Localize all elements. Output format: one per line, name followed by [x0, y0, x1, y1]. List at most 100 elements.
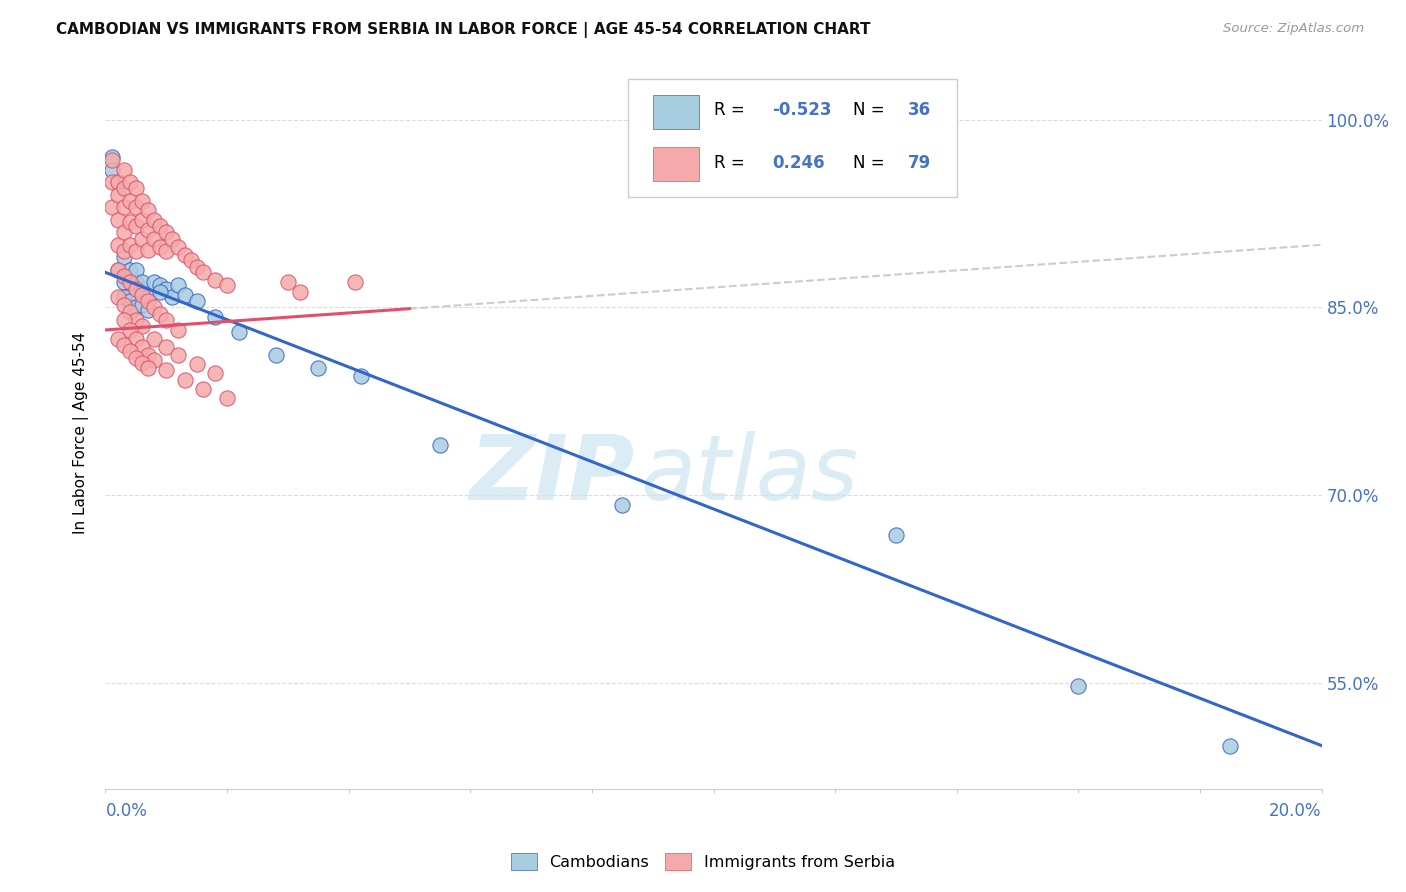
Point [100, 175, 122, 189]
Point [155, 244, 177, 258]
Point [264, 348, 287, 362]
Point [884, 528, 907, 542]
Point [112, 338, 135, 352]
Point [131, 212, 153, 227]
Point [162, 231, 184, 245]
Point [217, 277, 239, 292]
Point [107, 237, 129, 252]
Point [107, 263, 129, 277]
Point [125, 263, 148, 277]
Point [149, 219, 172, 233]
Point [131, 276, 153, 290]
Point [143, 353, 166, 368]
Point [100, 162, 122, 177]
Point [118, 344, 141, 359]
Point [167, 323, 190, 337]
Text: 36: 36 [908, 101, 931, 119]
Point [131, 288, 153, 302]
Point [149, 277, 172, 292]
Text: N =: N = [853, 154, 890, 172]
Point [112, 225, 135, 239]
Point [173, 373, 195, 387]
Point [112, 269, 135, 284]
Text: R =: R = [713, 154, 755, 172]
Text: CAMBODIAN VS IMMIGRANTS FROM SERBIA IN LABOR FORCE | AGE 45-54 CORRELATION CHART: CAMBODIAN VS IMMIGRANTS FROM SERBIA IN L… [56, 22, 870, 38]
Point [125, 313, 148, 327]
Point [118, 294, 141, 309]
Point [143, 231, 166, 245]
Point [125, 181, 148, 195]
Point [186, 260, 208, 275]
Point [350, 369, 373, 384]
Point [118, 194, 141, 208]
Point [125, 244, 148, 258]
Point [118, 175, 141, 189]
Point [136, 294, 159, 309]
Point [112, 162, 135, 177]
Point [118, 288, 141, 302]
Point [173, 248, 195, 262]
FancyBboxPatch shape [652, 147, 699, 181]
Point [118, 323, 141, 337]
FancyBboxPatch shape [652, 95, 699, 129]
Point [125, 301, 148, 315]
Point [612, 498, 634, 512]
Point [307, 360, 329, 375]
Point [155, 282, 177, 296]
Point [112, 313, 135, 327]
Text: 0.246: 0.246 [772, 154, 824, 172]
Point [131, 319, 153, 334]
Y-axis label: In Labor Force | Age 45-54: In Labor Force | Age 45-54 [73, 332, 90, 533]
Point [149, 240, 172, 254]
Point [149, 307, 172, 321]
Point [131, 341, 153, 355]
Point [112, 200, 135, 214]
Point [107, 290, 129, 304]
Text: 79: 79 [908, 154, 931, 172]
Point [180, 252, 202, 267]
Text: atlas: atlas [641, 432, 859, 519]
Point [100, 153, 122, 167]
Point [217, 391, 239, 405]
Point [100, 200, 122, 214]
Point [136, 202, 159, 217]
Point [125, 200, 148, 214]
Text: R =: R = [713, 101, 749, 119]
Point [204, 273, 226, 287]
Point [118, 263, 141, 277]
Point [112, 276, 135, 290]
Point [191, 382, 214, 396]
Point [112, 244, 135, 258]
Point [277, 276, 299, 290]
Point [149, 285, 172, 300]
Point [167, 240, 190, 254]
Point [136, 348, 159, 362]
Point [107, 187, 129, 202]
Point [143, 301, 166, 315]
Point [107, 263, 129, 277]
Point [125, 276, 148, 290]
Point [136, 290, 159, 304]
Point [118, 276, 141, 290]
Point [107, 332, 129, 346]
Point [136, 223, 159, 237]
FancyBboxPatch shape [628, 79, 956, 197]
Point [155, 225, 177, 239]
Point [155, 313, 177, 327]
Point [186, 294, 208, 309]
Point [155, 341, 177, 355]
Text: ZIP: ZIP [470, 432, 634, 519]
Point [112, 181, 135, 195]
Point [1219, 739, 1241, 753]
Point [288, 285, 311, 300]
Point [143, 276, 166, 290]
Text: 0.0%: 0.0% [105, 802, 148, 820]
Text: -0.523: -0.523 [772, 101, 831, 119]
Point [136, 243, 159, 257]
Point [107, 212, 129, 227]
Text: N =: N = [853, 101, 890, 119]
Point [131, 194, 153, 208]
Point [143, 332, 166, 346]
Point [429, 438, 451, 452]
Point [143, 212, 166, 227]
